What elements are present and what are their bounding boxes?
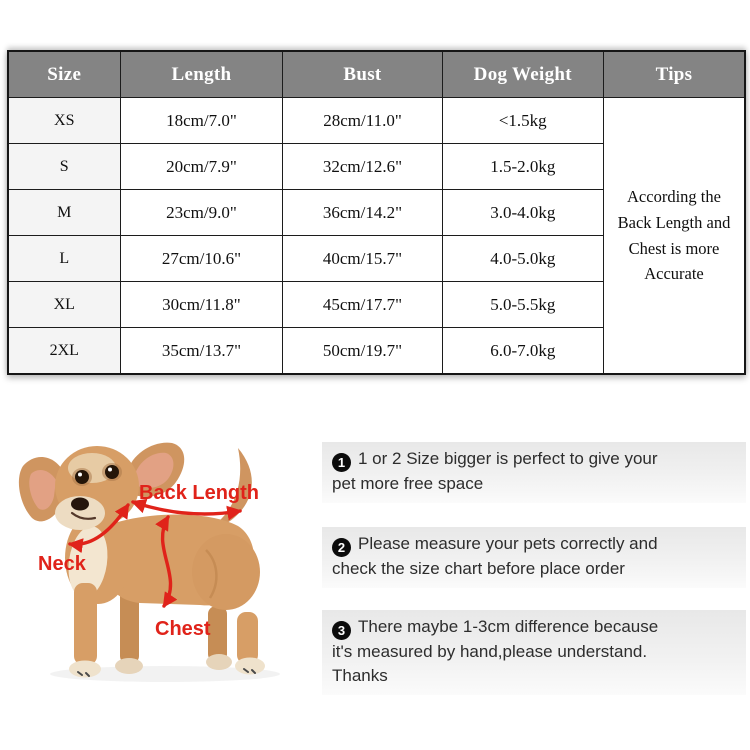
chihuahua-illustration: Back Length Neck Chest — [18, 442, 280, 682]
column-header-bust: Bust — [282, 50, 443, 98]
tips-line: Chest is more — [628, 238, 720, 258]
note-line: 1 or 2 Size bigger is perfect to give yo… — [358, 449, 658, 468]
cell-bust: 50cm/19.7" — [282, 327, 443, 375]
cell-length: 30cm/11.8" — [119, 281, 284, 328]
table-header-row: Size Length Bust Dog Weight Tips — [7, 50, 746, 98]
cell-size: S — [7, 143, 121, 190]
table-row: 2XL 35cm/13.7" 50cm/19.7" 6.0-7.0kg — [7, 327, 745, 375]
cell-bust: 36cm/14.2" — [282, 189, 443, 236]
back-length-label: Back Length — [139, 482, 259, 504]
table-row: M 23cm/9.0" 36cm/14.2" 3.0-4.0kg — [7, 189, 745, 236]
neck-label: Neck — [38, 553, 87, 575]
cell-length: 20cm/7.9" — [119, 143, 284, 190]
cell-bust: 32cm/12.6" — [282, 143, 443, 190]
cell-weight: 4.0-5.0kg — [441, 235, 604, 282]
note-line: check the size chart before place order — [332, 559, 625, 578]
column-header-length: Length — [119, 50, 284, 98]
cell-weight: 1.5-2.0kg — [441, 143, 604, 190]
dog-measurement-diagram: Back Length Neck Chest — [0, 420, 330, 750]
note-line: Please measure your pets correctly and — [358, 534, 658, 553]
tips-line: Back Length and — [617, 212, 731, 232]
note-line: There maybe 1-3cm difference because — [358, 617, 659, 636]
cell-weight: 3.0-4.0kg — [441, 189, 604, 236]
cell-weight: 6.0-7.0kg — [441, 327, 604, 375]
cell-size: M — [7, 189, 121, 236]
cell-size: XS — [7, 97, 121, 144]
note-measure-correctly: 2 Please measure your pets correctly and … — [322, 527, 746, 588]
note-number-badge: 3 — [332, 621, 351, 640]
note-line: Thanks — [332, 666, 388, 685]
cell-bust: 40cm/15.7" — [282, 235, 443, 282]
tips-line: According the — [627, 187, 721, 207]
cell-bust: 28cm/11.0" — [282, 97, 443, 144]
cell-weight: <1.5kg — [441, 97, 604, 144]
cell-length: 35cm/13.7" — [119, 327, 284, 375]
cell-length: 27cm/10.6" — [119, 235, 284, 282]
table-row: S 20cm/7.9" 32cm/12.6" 1.5-2.0kg — [7, 143, 745, 190]
table-row: XL 30cm/11.8" 45cm/17.7" 5.0-5.5kg — [7, 281, 745, 328]
cell-bust: 45cm/17.7" — [282, 281, 443, 328]
cell-weight: 5.0-5.5kg — [441, 281, 604, 328]
chest-label: Chest — [155, 618, 211, 640]
note-number-badge: 2 — [332, 538, 351, 557]
cell-size: L — [7, 235, 121, 282]
note-size-bigger: 1 1 or 2 Size bigger is perfect to give y… — [322, 442, 746, 503]
note-measure-difference: 3 There maybe 1-3cm difference because it… — [322, 610, 746, 695]
cell-length: 18cm/7.0" — [119, 97, 284, 144]
note-line: it's measured by hand,please understand. — [332, 642, 648, 661]
column-header-size: Size — [7, 50, 121, 98]
table-row: XS 18cm/7.0" 28cm/11.0" <1.5kg According… — [7, 97, 746, 375]
tips-cell: According the Back Length and Chest is m… — [602, 97, 746, 375]
cell-length: 23cm/9.0" — [119, 189, 284, 236]
cell-size: 2XL — [7, 327, 121, 375]
size-table: Size Length Bust Dog Weight Tips XS 18cm… — [7, 50, 746, 375]
note-line: pet more free space — [332, 474, 484, 493]
column-header-tips: Tips — [602, 50, 746, 98]
note-number-badge: 1 — [332, 453, 351, 472]
tips-line: Accurate — [644, 264, 704, 284]
column-header-weight: Dog Weight — [441, 50, 604, 98]
cell-size: XL — [7, 281, 121, 328]
